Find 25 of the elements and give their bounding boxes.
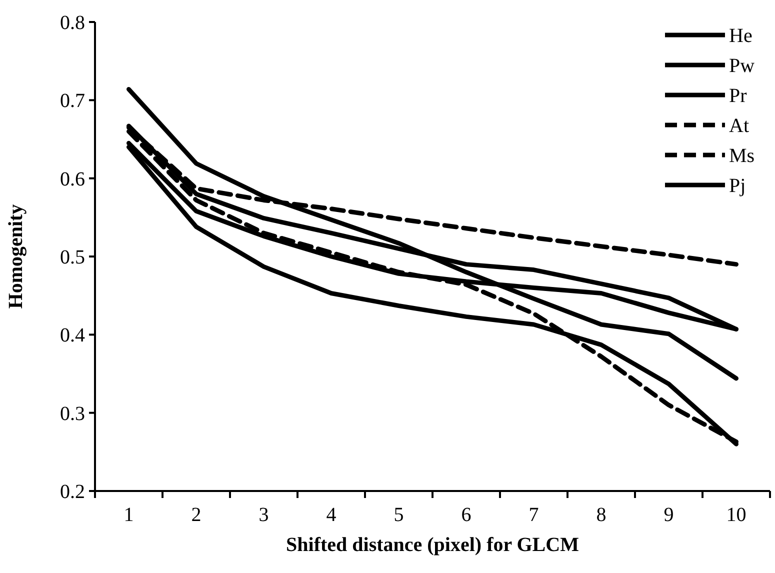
legend-label: Pw — [729, 55, 756, 77]
y-tick-label: 0.8 — [60, 12, 85, 34]
x-tick-label: 2 — [191, 504, 202, 526]
x-tick-label: 6 — [461, 504, 472, 526]
legend-label: Ms — [729, 145, 755, 167]
legend-label: At — [729, 115, 750, 137]
x-tick-label: 5 — [394, 504, 404, 526]
x-tick-label: 1 — [124, 504, 134, 526]
y-tick-label: 0.7 — [60, 90, 85, 112]
y-axis-title: Homogenity — [5, 204, 27, 309]
y-tick-label: 0.5 — [60, 246, 85, 268]
x-tick-label: 10 — [726, 504, 746, 526]
y-tick-label: 0.3 — [60, 402, 85, 425]
y-tick-label: 0.6 — [60, 168, 85, 190]
x-tick-label: 3 — [258, 504, 269, 526]
y-tick-label: 0.4 — [60, 324, 85, 347]
x-tick-label: 4 — [326, 504, 336, 526]
x-axis-title: Shifted distance (pixel) for GLCM — [286, 534, 580, 556]
x-tick-label: 8 — [596, 504, 606, 526]
x-tick-label: 9 — [664, 504, 674, 526]
x-tick-label: 7 — [528, 504, 539, 526]
y-tick-label: 0.2 — [60, 481, 85, 503]
legend-label: Pr — [729, 85, 748, 107]
legend-label: Pj — [729, 175, 746, 197]
legend-label: He — [729, 25, 752, 47]
